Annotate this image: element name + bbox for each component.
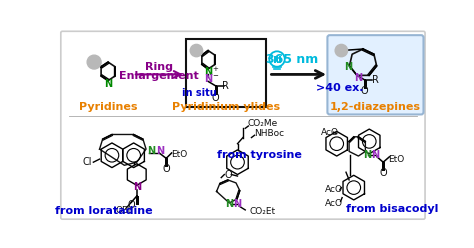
Circle shape [335, 44, 347, 57]
Text: from tyrosine: from tyrosine [217, 150, 301, 160]
Text: AcO: AcO [321, 128, 339, 137]
Text: −: − [213, 72, 219, 79]
Text: CO₂Et: CO₂Et [249, 207, 275, 216]
Text: NHBoc: NHBoc [255, 129, 285, 138]
Text: from loratadine: from loratadine [55, 206, 153, 216]
Text: Pyridines: Pyridines [79, 102, 137, 112]
Text: AcO: AcO [325, 186, 343, 194]
Text: CO₂Me: CO₂Me [247, 119, 278, 128]
Text: 365 nm: 365 nm [265, 53, 318, 65]
Text: N: N [354, 73, 362, 83]
Text: from bisacodyl: from bisacodyl [346, 204, 439, 214]
Text: N: N [204, 74, 212, 84]
Text: O: O [163, 164, 170, 174]
Text: O: O [212, 93, 219, 102]
Text: AcO: AcO [325, 198, 343, 208]
Text: Cl: Cl [82, 157, 92, 167]
Text: O: O [361, 86, 369, 96]
FancyBboxPatch shape [61, 31, 425, 219]
Text: R: R [222, 81, 229, 91]
Text: N: N [225, 199, 233, 209]
Text: N: N [344, 62, 352, 72]
Text: Pyridinium ylides: Pyridinium ylides [172, 102, 280, 112]
Text: N: N [363, 150, 371, 159]
Text: O: O [224, 170, 232, 180]
Text: N: N [372, 150, 380, 159]
Text: >40 ex.: >40 ex. [316, 83, 364, 93]
Text: EtO: EtO [388, 155, 404, 164]
Circle shape [190, 44, 202, 57]
Text: O: O [128, 200, 135, 210]
Text: N: N [146, 146, 155, 156]
Text: R: R [372, 75, 379, 85]
Text: N: N [104, 79, 112, 89]
Text: Enlargement: Enlargement [119, 71, 199, 81]
Text: O: O [379, 168, 387, 178]
Text: +: + [213, 65, 219, 72]
FancyBboxPatch shape [186, 39, 266, 107]
Text: N: N [204, 67, 212, 77]
Text: OEt: OEt [116, 206, 132, 215]
Text: in situ: in situ [182, 88, 217, 98]
Text: EtO: EtO [172, 150, 188, 159]
Text: Ring: Ring [145, 62, 173, 72]
Text: 1,2-diazepines: 1,2-diazepines [330, 102, 421, 112]
Text: N: N [156, 146, 164, 156]
Text: N: N [233, 199, 242, 209]
Text: N: N [133, 182, 141, 192]
FancyBboxPatch shape [328, 35, 423, 115]
Circle shape [87, 55, 101, 69]
